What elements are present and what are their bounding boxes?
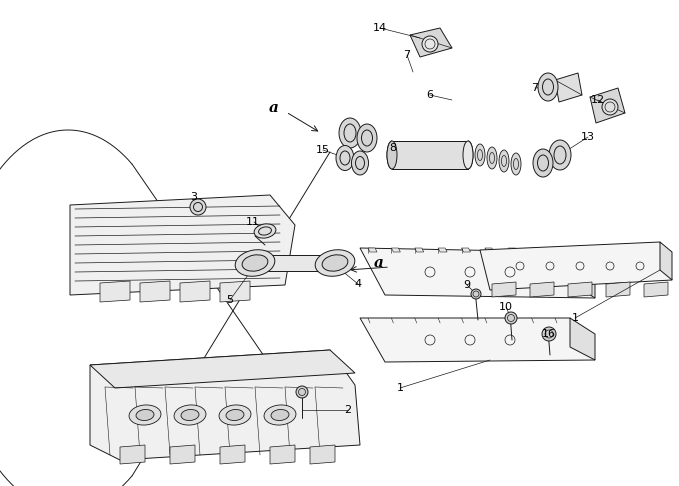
Polygon shape xyxy=(140,281,170,302)
Ellipse shape xyxy=(487,147,497,169)
Polygon shape xyxy=(90,350,355,388)
Ellipse shape xyxy=(339,118,361,148)
Polygon shape xyxy=(532,248,540,252)
Text: 11: 11 xyxy=(246,217,260,227)
Text: 3: 3 xyxy=(191,192,198,202)
Ellipse shape xyxy=(357,124,377,152)
Ellipse shape xyxy=(129,405,161,425)
Text: 9: 9 xyxy=(464,280,471,290)
Text: 12: 12 xyxy=(591,95,605,105)
Ellipse shape xyxy=(254,224,276,238)
Ellipse shape xyxy=(475,144,485,166)
Polygon shape xyxy=(180,281,210,302)
Polygon shape xyxy=(220,281,250,302)
Ellipse shape xyxy=(336,145,354,171)
Polygon shape xyxy=(360,248,595,298)
Polygon shape xyxy=(220,445,245,464)
Text: 7: 7 xyxy=(403,50,411,60)
Ellipse shape xyxy=(499,150,509,172)
Circle shape xyxy=(296,386,308,398)
Polygon shape xyxy=(644,282,668,297)
Polygon shape xyxy=(568,282,592,297)
Text: 4: 4 xyxy=(354,279,361,289)
Text: 6: 6 xyxy=(426,90,433,100)
Polygon shape xyxy=(462,248,471,252)
Text: 15: 15 xyxy=(316,145,330,155)
Ellipse shape xyxy=(264,405,296,425)
Polygon shape xyxy=(530,282,554,297)
Text: 14: 14 xyxy=(373,23,387,33)
Polygon shape xyxy=(368,248,377,252)
Ellipse shape xyxy=(387,141,397,169)
Text: a: a xyxy=(269,101,279,115)
Ellipse shape xyxy=(315,250,355,276)
Polygon shape xyxy=(100,281,130,302)
Ellipse shape xyxy=(235,250,275,276)
Circle shape xyxy=(471,289,481,299)
Polygon shape xyxy=(485,248,494,252)
Ellipse shape xyxy=(511,153,521,175)
Text: 5: 5 xyxy=(227,295,234,305)
Polygon shape xyxy=(415,248,424,252)
Text: 1: 1 xyxy=(572,313,579,323)
Polygon shape xyxy=(509,248,517,252)
Circle shape xyxy=(602,99,618,115)
Polygon shape xyxy=(570,318,595,360)
Text: 7: 7 xyxy=(532,83,538,93)
Polygon shape xyxy=(438,248,447,252)
Circle shape xyxy=(542,327,556,341)
Polygon shape xyxy=(492,282,516,297)
Polygon shape xyxy=(120,445,145,464)
Ellipse shape xyxy=(322,255,348,271)
Text: 16: 16 xyxy=(542,329,556,339)
Polygon shape xyxy=(170,445,195,464)
Polygon shape xyxy=(606,282,630,297)
Text: 2: 2 xyxy=(344,405,352,415)
Circle shape xyxy=(422,36,438,52)
Polygon shape xyxy=(660,242,672,280)
Polygon shape xyxy=(310,445,335,464)
Text: 10: 10 xyxy=(499,302,513,312)
Ellipse shape xyxy=(352,151,369,175)
Circle shape xyxy=(190,199,206,215)
Ellipse shape xyxy=(549,140,571,170)
Polygon shape xyxy=(90,350,360,460)
Polygon shape xyxy=(590,88,625,123)
Text: a: a xyxy=(374,256,384,270)
Polygon shape xyxy=(410,28,452,57)
Ellipse shape xyxy=(463,141,473,169)
Polygon shape xyxy=(391,248,401,252)
Polygon shape xyxy=(360,318,595,362)
Circle shape xyxy=(505,312,517,324)
Polygon shape xyxy=(555,73,582,102)
Text: 8: 8 xyxy=(390,143,397,153)
Polygon shape xyxy=(392,141,468,169)
Polygon shape xyxy=(480,242,672,290)
Ellipse shape xyxy=(242,255,268,271)
Ellipse shape xyxy=(271,410,289,420)
Ellipse shape xyxy=(538,73,558,101)
Ellipse shape xyxy=(136,410,154,420)
Ellipse shape xyxy=(226,410,244,420)
Polygon shape xyxy=(70,195,295,295)
Text: 13: 13 xyxy=(581,132,595,142)
Ellipse shape xyxy=(219,405,251,425)
Polygon shape xyxy=(570,252,595,298)
Polygon shape xyxy=(270,445,295,464)
Polygon shape xyxy=(267,255,323,271)
Polygon shape xyxy=(555,248,564,252)
Ellipse shape xyxy=(533,149,553,177)
Text: 1: 1 xyxy=(397,383,403,393)
Ellipse shape xyxy=(174,405,206,425)
Ellipse shape xyxy=(181,410,199,420)
